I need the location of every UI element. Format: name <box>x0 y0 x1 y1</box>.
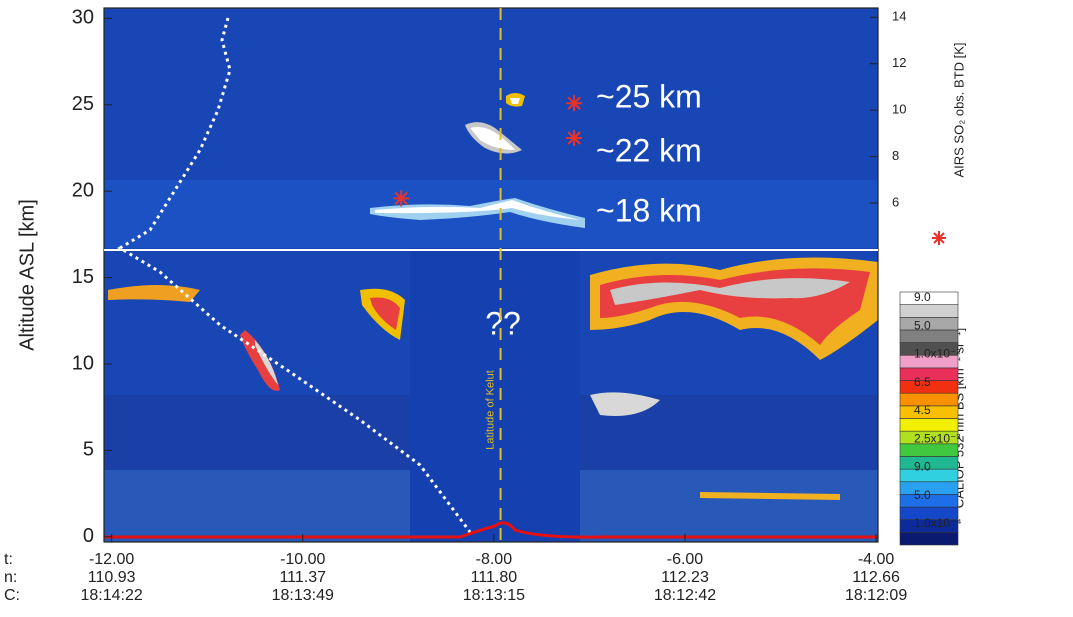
x-tick-lon: 112.66 <box>852 569 900 586</box>
x-tick-lon: 111.80 <box>471 569 518 586</box>
y2-axis-label: AIRS SO₂ obs. BTD [K] <box>951 42 966 177</box>
y-axis-label: Altitude ASL [km] <box>16 199 38 351</box>
x-tick-time: 18:14:22 <box>81 587 143 604</box>
y-tick-label: 20 <box>72 179 94 201</box>
x-tick-label: -8.00 <box>476 551 513 568</box>
colorbar-tick-label: 1.0x10⁻² <box>914 347 960 361</box>
y2-tick-label: 6 <box>892 194 899 209</box>
y2-tick-label: 10 <box>892 102 906 117</box>
colorbar-tick-label: 5.0 <box>914 488 931 502</box>
y2-tick-label: 12 <box>892 55 906 70</box>
x-row-label: t: <box>4 551 13 568</box>
x-tick-lon: 110.93 <box>88 569 136 586</box>
x-tick-time: 18:12:09 <box>845 587 907 604</box>
kelut-label: Latitude of Kelut <box>484 370 496 450</box>
colorbar-tick-label: 6.5 <box>914 375 931 389</box>
y-tick-label: 0 <box>83 525 94 547</box>
x-row-label: n: <box>4 569 17 586</box>
x-tick-lon: 112.23 <box>661 569 709 586</box>
x-tick-time: 18:13:15 <box>463 587 525 604</box>
annotation: ~25 km <box>596 78 702 114</box>
y-tick-label: 10 <box>72 352 94 374</box>
annotation: ~22 km <box>596 132 702 168</box>
x-tick-lon: 111.37 <box>279 569 326 586</box>
y-tick-label: 30 <box>72 7 94 29</box>
x-tick-label: -6.00 <box>667 551 704 568</box>
x-tick-time: 18:12:42 <box>654 587 716 604</box>
legend-star <box>932 231 946 245</box>
x-tick-time: 18:13:49 <box>272 587 334 604</box>
x-tick-label: -4.00 <box>858 551 895 568</box>
colorbar-tick-label: 1.0x10⁻⁴ <box>914 516 962 530</box>
y-tick-label: 15 <box>72 266 94 288</box>
colorbar-swatch <box>900 444 958 457</box>
x-row-label: C: <box>4 587 20 604</box>
colorbar-swatch <box>900 532 958 545</box>
colorbar-tick-label: 5.0 <box>914 318 931 332</box>
airs-star <box>566 130 582 146</box>
y2-tick-label: 14 <box>892 9 906 24</box>
y-tick-label: 25 <box>72 93 94 115</box>
colorbar-swatch <box>900 419 958 432</box>
colorbar-tick-label: 2.5x10⁻³ <box>914 431 960 445</box>
colorbar-tick-label: 4.5 <box>914 403 931 417</box>
x-tick-label: -12.00 <box>89 551 134 568</box>
colorbar-tick-label: 9.0 <box>914 290 931 304</box>
annotation: ~18 km <box>596 192 702 228</box>
colorbar-tick-label: 9.0 <box>914 460 931 474</box>
annotation: ?? <box>485 305 521 341</box>
y-tick-label: 5 <box>83 439 94 461</box>
airs-star <box>393 190 409 206</box>
airs-star <box>566 95 582 111</box>
x-tick-label: -10.00 <box>280 551 325 568</box>
curtain-image <box>104 8 878 542</box>
y2-tick-label: 8 <box>892 148 899 163</box>
chart: Altitude ASL [km] AIRS SO₂ obs. BTD [K] … <box>0 0 1073 617</box>
colorbar-swatch <box>900 305 958 318</box>
